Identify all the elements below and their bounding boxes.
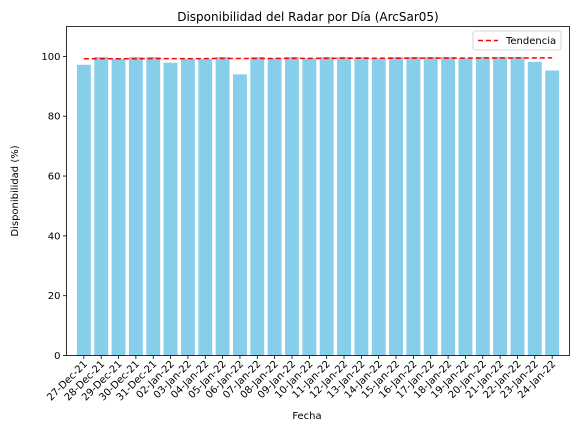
y-tick-label: 80 xyxy=(48,112,61,123)
bar-09-Jan-22 xyxy=(285,57,299,356)
bar-11-Jan-22 xyxy=(319,57,334,356)
y-axis-title: Disponibilidad (%) xyxy=(10,145,21,236)
bar-24-Jan-22 xyxy=(545,70,560,356)
plot-frame xyxy=(66,26,570,356)
bar-28-Dec-21 xyxy=(94,57,109,356)
bar-31-Dec-21 xyxy=(146,57,161,356)
bar-13-Jan-22 xyxy=(354,57,369,356)
bar-20-Jan-22 xyxy=(475,57,490,356)
bar-30-Dec-21 xyxy=(128,57,143,356)
bar-06-Jan-22 xyxy=(233,74,247,356)
bar-27-Dec-21 xyxy=(76,64,91,356)
legend-trend-label: Tendencia xyxy=(505,36,556,47)
bar-21-Jan-22 xyxy=(493,57,508,356)
y-tick-label: 40 xyxy=(48,231,61,242)
bar-29-Dec-21 xyxy=(111,58,126,356)
bar-22-Jan-22 xyxy=(510,57,525,356)
y-tick-label: 0 xyxy=(54,351,60,362)
bar-07-Jan-22 xyxy=(250,57,265,356)
bar-04-Jan-22 xyxy=(198,58,213,356)
bar-05-Jan-22 xyxy=(215,57,230,356)
bar-16-Jan-22 xyxy=(406,57,421,356)
legend-box xyxy=(472,30,562,51)
y-tick-label: 60 xyxy=(48,172,61,183)
trend-line-group xyxy=(83,57,553,60)
bar-12-Jan-22 xyxy=(337,57,351,356)
bars-group xyxy=(76,57,560,356)
bar-23-Jan-22 xyxy=(527,61,542,356)
bar-15-Jan-22 xyxy=(389,57,403,356)
trend-line xyxy=(83,57,553,60)
y-axis: 0 20 40 60 80 100 xyxy=(41,52,67,362)
legend: Tendencia xyxy=(472,30,562,51)
chart-title: Disponibilidad del Radar por Día (ArcSar… xyxy=(177,10,439,24)
bar-03-Jan-22 xyxy=(180,58,195,356)
bar-19-Jan-22 xyxy=(458,58,473,356)
bar-10-Jan-22 xyxy=(302,58,317,356)
y-tick-label: 20 xyxy=(48,291,61,302)
y-tick-label: 100 xyxy=(41,52,60,63)
bar-18-Jan-22 xyxy=(441,57,456,356)
bar-08-Jan-22 xyxy=(267,58,282,356)
x-axis-title: Fecha xyxy=(292,411,321,422)
bar-14-Jan-22 xyxy=(371,58,386,356)
bar-17-Jan-22 xyxy=(423,57,438,356)
bar-02-Jan-22 xyxy=(163,62,178,356)
